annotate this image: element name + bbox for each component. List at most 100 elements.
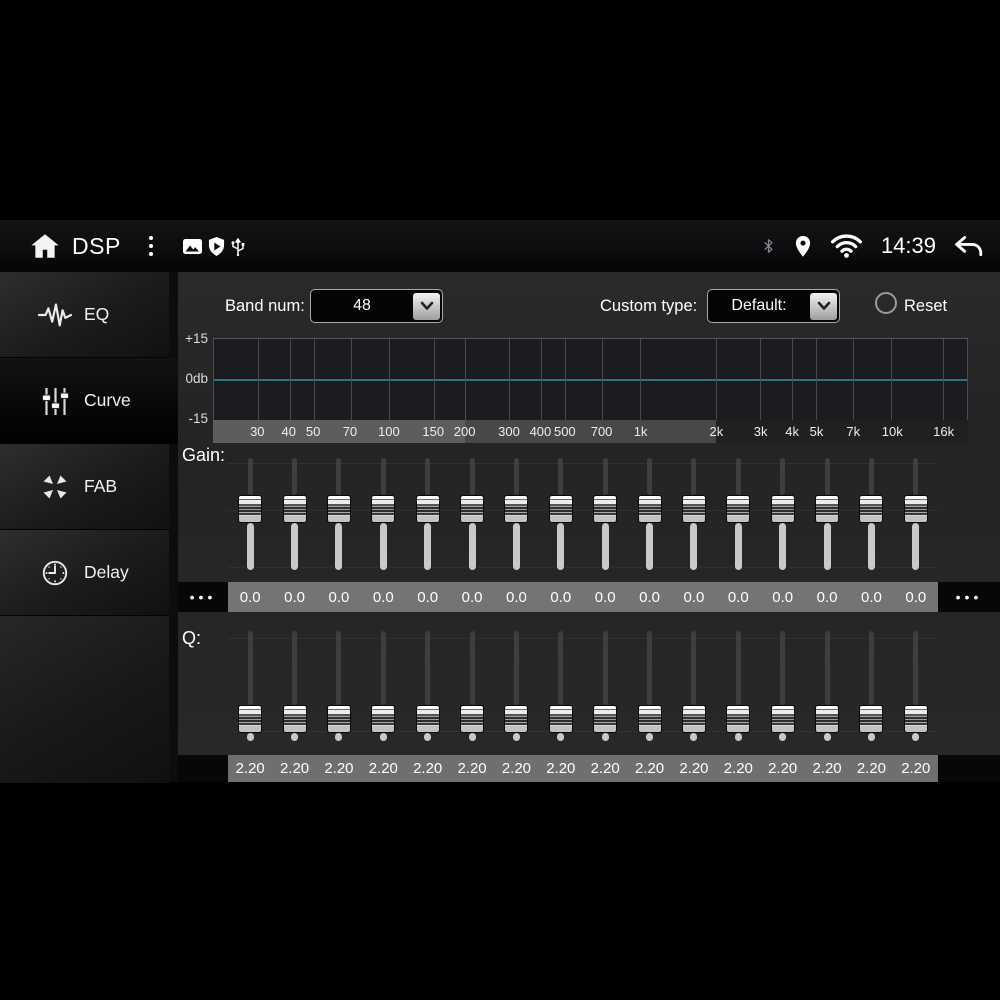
gain-slider-thumb[interactable] [637, 495, 662, 523]
bluetooth-icon [761, 235, 776, 257]
freq-tick-label: 16k [933, 424, 955, 439]
gain-slider[interactable] [237, 458, 263, 570]
gain-slider[interactable] [282, 458, 308, 570]
gain-slider[interactable] [814, 458, 840, 570]
q-value: 2.20 [856, 760, 887, 777]
reset-radio[interactable] [875, 292, 897, 314]
gain-slider[interactable] [548, 458, 574, 570]
q-slider-thumb[interactable] [903, 705, 928, 733]
gain-slider-thumb[interactable] [859, 495, 884, 523]
q-slider-thumb[interactable] [238, 705, 263, 733]
gain-scroll-right-button[interactable]: ••• [938, 582, 1000, 612]
gain-value: 0.0 [417, 588, 439, 606]
q-slider-thumb[interactable] [460, 705, 485, 733]
q-slider-thumb[interactable] [726, 705, 751, 733]
q-slider-thumb[interactable] [681, 705, 706, 733]
gain-scroll-left-button[interactable]: ••• [178, 582, 228, 612]
dropdown-arrow-button[interactable] [810, 292, 837, 320]
q-slider[interactable] [237, 631, 263, 741]
reset-label[interactable]: Reset [904, 297, 948, 315]
gain-value: 0.0 [861, 588, 882, 606]
gain-slider-thumb[interactable] [593, 495, 618, 523]
q-slider[interactable] [592, 631, 618, 741]
gain-slider[interactable] [326, 458, 352, 570]
q-slider-thumb[interactable] [637, 705, 662, 733]
gain-slider[interactable] [725, 458, 751, 570]
gain-slider-thumb[interactable] [371, 495, 396, 523]
freq-tick-label: 100 [378, 424, 400, 439]
home-icon[interactable] [30, 233, 60, 259]
q-slider[interactable] [459, 631, 485, 741]
more-dots[interactable]: ••• [189, 589, 217, 605]
gain-slider[interactable] [503, 458, 529, 570]
freq-tick-label: 4k [785, 424, 799, 439]
more-dots[interactable]: ••• [955, 589, 983, 605]
q-slider[interactable] [814, 631, 840, 741]
gain-slider[interactable] [770, 458, 796, 570]
gain-slider-thumb[interactable] [326, 495, 351, 523]
q-slider[interactable] [326, 631, 352, 741]
dropdown-arrow-button[interactable] [413, 292, 440, 320]
gain-slider-thumb[interactable] [460, 495, 485, 523]
curve-sliders-icon [38, 387, 72, 415]
gain-slider-thumb[interactable] [504, 495, 529, 523]
custom-type-dropdown[interactable]: Default: [707, 289, 840, 323]
q-value: 2.20 [590, 760, 620, 777]
gain-slider-thumb[interactable] [770, 495, 795, 523]
q-slider-thumb[interactable] [593, 705, 618, 733]
gain-slider[interactable] [858, 458, 884, 570]
q-slider-thumb[interactable] [770, 705, 795, 733]
gain-value: 0.0 [372, 588, 394, 606]
gain-slider-thumb[interactable] [815, 495, 840, 523]
gain-slider[interactable] [415, 458, 441, 570]
q-slider-thumb[interactable] [548, 705, 573, 733]
q-slider-thumb[interactable] [415, 705, 440, 733]
sidebar-item-curve[interactable]: Curve [0, 358, 178, 444]
q-slider[interactable] [548, 631, 574, 741]
band-num-dropdown[interactable]: 48 [310, 289, 443, 323]
gain-slider[interactable] [459, 458, 485, 570]
gain-slider[interactable] [681, 458, 707, 570]
gain-slider-thumb[interactable] [681, 495, 706, 523]
q-slider-thumb[interactable] [326, 705, 351, 733]
frequency-axis-strip [213, 420, 968, 443]
sidebar-item-eq[interactable]: EQ [0, 272, 169, 358]
gain-value: 0.0 [905, 588, 927, 606]
back-icon[interactable] [954, 235, 984, 257]
sidebar-item-fab[interactable]: FAB [0, 444, 169, 530]
sidebar-item-delay[interactable]: Delay [0, 530, 169, 616]
q-slider-thumb[interactable] [504, 705, 529, 733]
q-slider[interactable] [725, 631, 751, 741]
gain-slider[interactable] [592, 458, 618, 570]
freq-tick-label: 10k [881, 424, 903, 439]
q-slider-thumb[interactable] [815, 705, 840, 733]
gain-slider-thumb[interactable] [726, 495, 751, 523]
q-slider[interactable] [858, 631, 884, 741]
q-slider[interactable] [503, 631, 529, 741]
gain-slider[interactable] [903, 458, 929, 570]
q-slider[interactable] [637, 631, 663, 741]
gain-slider[interactable] [370, 458, 396, 570]
gain-slider-thumb[interactable] [903, 495, 928, 523]
q-slider[interactable] [415, 631, 441, 741]
freq-tick-label: 200 [453, 424, 476, 439]
q-slider-thumb[interactable] [282, 705, 307, 733]
q-slider[interactable] [770, 631, 796, 741]
q-slider[interactable] [282, 631, 308, 741]
q-slider[interactable] [681, 631, 707, 741]
gain-value: 0.0 [550, 588, 572, 606]
gain-slider[interactable] [637, 458, 663, 570]
q-slider-thumb[interactable] [371, 705, 396, 733]
gain-slider-thumb[interactable] [415, 495, 440, 523]
q-value: 2.20 [768, 760, 798, 777]
q-slider[interactable] [370, 631, 396, 741]
gain-label: Gain: [182, 445, 226, 465]
gain-slider-thumb[interactable] [548, 495, 573, 523]
q-slider-thumb[interactable] [859, 705, 884, 733]
gain-slider-thumb[interactable] [282, 495, 307, 523]
q-slider[interactable] [903, 631, 929, 741]
q-label: Q: [182, 628, 202, 648]
gain-slider-thumb[interactable] [238, 495, 263, 523]
overflow-menu-icon[interactable] [145, 232, 157, 260]
freq-tick-label: 3k [753, 424, 768, 439]
